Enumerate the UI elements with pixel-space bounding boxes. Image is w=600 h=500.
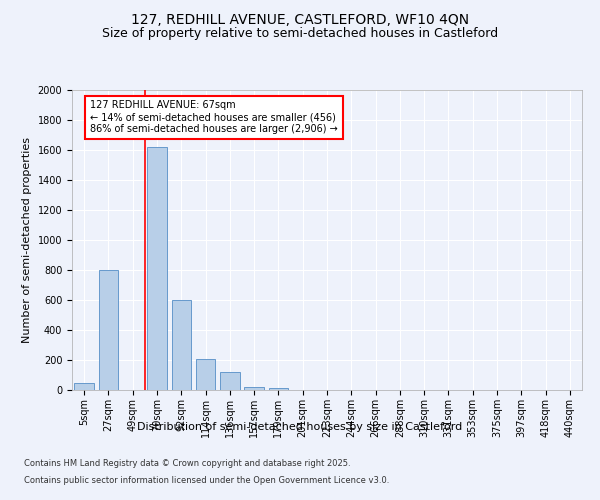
Bar	[99, 270, 118, 390]
Text: 127 REDHILL AVENUE: 67sqm
← 14% of semi-detached houses are smaller (456)
86% of: 127 REDHILL AVENUE: 67sqm ← 14% of semi-…	[90, 100, 338, 134]
Y-axis label: Number of semi-detached properties: Number of semi-detached properties	[22, 137, 32, 343]
Text: Size of property relative to semi-detached houses in Castleford: Size of property relative to semi-detach…	[102, 28, 498, 40]
Bar	[74, 383, 94, 390]
Bar	[220, 372, 239, 390]
Bar	[196, 359, 215, 390]
Text: 127, REDHILL AVENUE, CASTLEFORD, WF10 4QN: 127, REDHILL AVENUE, CASTLEFORD, WF10 4Q…	[131, 12, 469, 26]
Text: Contains public sector information licensed under the Open Government Licence v3: Contains public sector information licen…	[24, 476, 389, 485]
Bar	[172, 300, 191, 390]
Bar	[244, 386, 264, 390]
Text: Contains HM Land Registry data © Crown copyright and database right 2025.: Contains HM Land Registry data © Crown c…	[24, 458, 350, 468]
Bar	[269, 388, 288, 390]
Bar	[147, 147, 167, 390]
Text: Distribution of semi-detached houses by size in Castleford: Distribution of semi-detached houses by …	[137, 422, 463, 432]
